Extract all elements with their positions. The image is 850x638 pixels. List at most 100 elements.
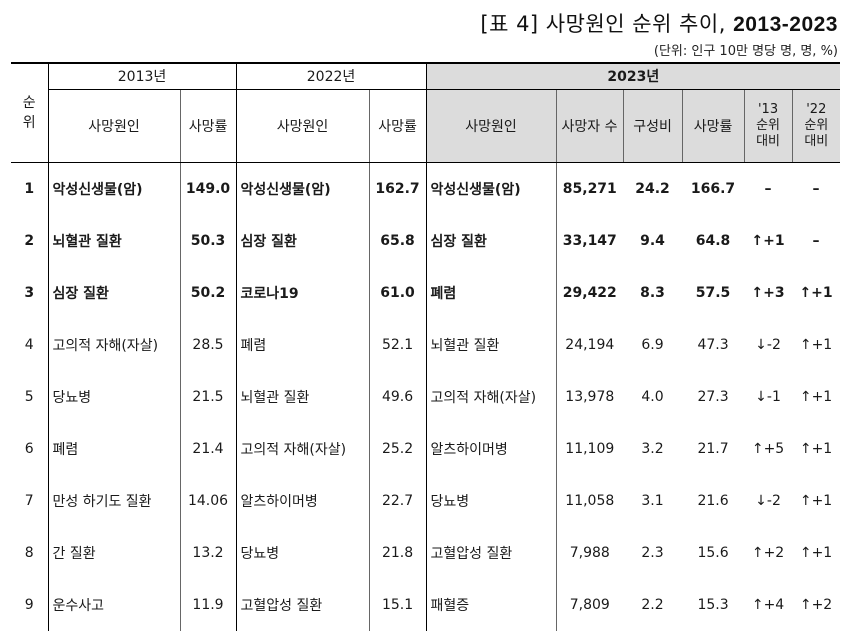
deaths-2023: 11,109	[565, 440, 615, 457]
rate-2022: 22.7	[369, 474, 427, 527]
change-vs-2022: –	[812, 180, 820, 197]
table-title: [표 4] 사망원인 순위 추이, 2013-2023	[480, 8, 838, 38]
header-rate-2013: 사망률	[180, 89, 237, 163]
table-body: 1 악성신생물(암) 149.0 악성신생물(암) 162.7 악성신생물(암) 85,27…	[11, 162, 840, 631]
change-vs-2022: ↑+1	[799, 284, 833, 301]
deaths-2023: 13,978	[565, 388, 615, 405]
table-row: 6 폐렴 21.4 고의적 자해(자살) 25.2 알츠하이머병 11,109 3.2 21.7…	[11, 422, 840, 475]
cause-2022: 알츠하이머병	[236, 474, 370, 527]
header-rank-text: 순 위	[22, 94, 36, 131]
table-row: 2 뇌혈관 질환 50.3 심장 질환 65.8 심장 질환 33,147 9.4 64.8 ↑+…	[11, 214, 840, 267]
share-2023: 2.3	[641, 544, 664, 561]
share-2023: 24.2	[635, 180, 670, 197]
rate-2013: 50.2	[180, 266, 237, 319]
rate-2013: 13.2	[180, 526, 237, 579]
rate-2023: 21.6	[697, 492, 729, 509]
change-vs-2013: ↓-2	[755, 336, 781, 353]
table-row: 5 당뇨병 21.5 뇌혈관 질환 49.6 고의적 자해(자살) 13,978 4.0 27.…	[11, 370, 840, 423]
rate-2022: 21.8	[369, 526, 427, 579]
cause-2023: 알츠하이머병	[426, 422, 557, 475]
change-vs-2022: ↑+1	[799, 544, 833, 561]
header-cause-2013: 사망원인	[48, 89, 181, 163]
rate-2013: 149.0	[180, 162, 237, 215]
header-rate-2023: 사망률	[682, 89, 745, 163]
deaths-2023: 85,271	[562, 180, 617, 197]
cause-2013: 고의적 자해(자살)	[48, 318, 181, 371]
deaths-2023: 11,058	[565, 492, 615, 509]
change-vs-2022: –	[812, 232, 820, 249]
header-rate-2022: 사망률	[369, 89, 427, 163]
rate-2022: 52.1	[369, 318, 427, 371]
change-vs-2022: ↑+1	[799, 388, 833, 405]
table-row: 1 악성신생물(암) 149.0 악성신생물(암) 162.7 악성신생물(암) 85,27…	[11, 162, 840, 215]
deaths-2023: 33,147	[562, 232, 617, 249]
rate-2022: 25.2	[369, 422, 427, 475]
cause-2022: 심장 질환	[236, 214, 370, 267]
change-vs-2013: –	[764, 180, 772, 197]
rank-cell: 5	[11, 370, 49, 423]
header-deaths-2023: 사망자 수	[556, 89, 624, 163]
change-vs-2013: ↑+3	[751, 284, 785, 301]
cause-2023: 고혈압성 질환	[426, 526, 557, 579]
deaths-2023: 7,988	[569, 544, 610, 561]
share-2023: 6.9	[641, 336, 664, 353]
header-share-2023: 구성비	[623, 89, 683, 163]
rate-2013: 14.06	[180, 474, 237, 527]
unit-note: (단위: 인구 10만 명당 명, 명, %)	[653, 44, 838, 59]
table-row: 4 고의적 자해(자살) 28.5 폐렴 52.1 뇌혈관 질환 24,194 6.9 47.3…	[11, 318, 840, 371]
rank-cell: 3	[11, 266, 49, 319]
change-vs-2013: ↑+5	[751, 440, 785, 457]
rate-2023: 64.8	[695, 232, 731, 249]
header-cause-2023: 사망원인	[426, 89, 557, 163]
rate-2023: 15.6	[697, 544, 729, 561]
change-vs-2013: ↑+1	[751, 232, 785, 249]
cause-2023: 뇌혈관 질환	[426, 318, 557, 371]
cause-2013: 운수사고	[48, 578, 181, 631]
rate-2013: 21.4	[180, 422, 237, 475]
change-vs-2022: ↑+1	[799, 492, 833, 509]
title-years: 2013-2023	[733, 13, 838, 36]
change-vs-2013: ↓-2	[755, 492, 781, 509]
cause-2023: 당뇨병	[426, 474, 557, 527]
change-vs-2013: ↓-1	[755, 388, 781, 405]
cause-2013: 악성신생물(암)	[48, 162, 181, 215]
rate-2023: 57.5	[695, 284, 731, 301]
cause-2023: 패혈증	[426, 578, 557, 631]
change-vs-2013: ↑+2	[751, 544, 785, 561]
change-vs-2022: ↑+1	[799, 336, 833, 353]
cause-2022: 악성신생물(암)	[236, 162, 370, 215]
rate-2023: 27.3	[697, 388, 729, 405]
cause-2013: 만성 하기도 질환	[48, 474, 181, 527]
change-vs-2022: ↑+2	[799, 596, 833, 613]
cause-2022: 고의적 자해(자살)	[236, 422, 370, 475]
cause-2023: 악성신생물(암)	[426, 162, 557, 215]
rate-2022: 15.1	[369, 578, 427, 631]
rank-cell: 1	[11, 162, 49, 215]
header-cmp-2013-text: '13 순위 대비	[756, 101, 780, 149]
title-prefix: [표 4] 사망원인 순위 추이,	[480, 12, 734, 36]
share-2023: 2.2	[641, 596, 664, 613]
rate-2013: 11.9	[180, 578, 237, 631]
change-vs-2022: ↑+1	[799, 440, 833, 457]
cause-2023: 고의적 자해(자살)	[426, 370, 557, 423]
cause-2022: 당뇨병	[236, 526, 370, 579]
rate-2023: 15.3	[697, 596, 729, 613]
cause-2022: 코로나19	[236, 266, 370, 319]
deaths-2023: 29,422	[562, 284, 617, 301]
rate-2013: 28.5	[180, 318, 237, 371]
share-2023: 8.3	[640, 284, 665, 301]
deaths-2023: 7,809	[569, 596, 610, 613]
rate-2013: 50.3	[180, 214, 237, 267]
header-cmp-2022: '22 순위 대비	[792, 89, 841, 163]
cause-2013: 간 질환	[48, 526, 181, 579]
death-cause-table: 순 위 2013년 2022년 2023년 사망원인 사망률 사망원인 사망률 …	[11, 62, 841, 631]
rate-2022: 65.8	[369, 214, 427, 267]
cause-2023: 폐렴	[426, 266, 557, 319]
header-cause-2022: 사망원인	[236, 89, 370, 163]
table-row: 7 만성 하기도 질환 14.06 알츠하이머병 22.7 당뇨병 11,058 3.1 21.…	[11, 474, 840, 527]
rank-cell: 8	[11, 526, 49, 579]
rank-cell: 9	[11, 578, 49, 631]
rate-2022: 61.0	[369, 266, 427, 319]
deaths-2023: 24,194	[565, 336, 615, 353]
